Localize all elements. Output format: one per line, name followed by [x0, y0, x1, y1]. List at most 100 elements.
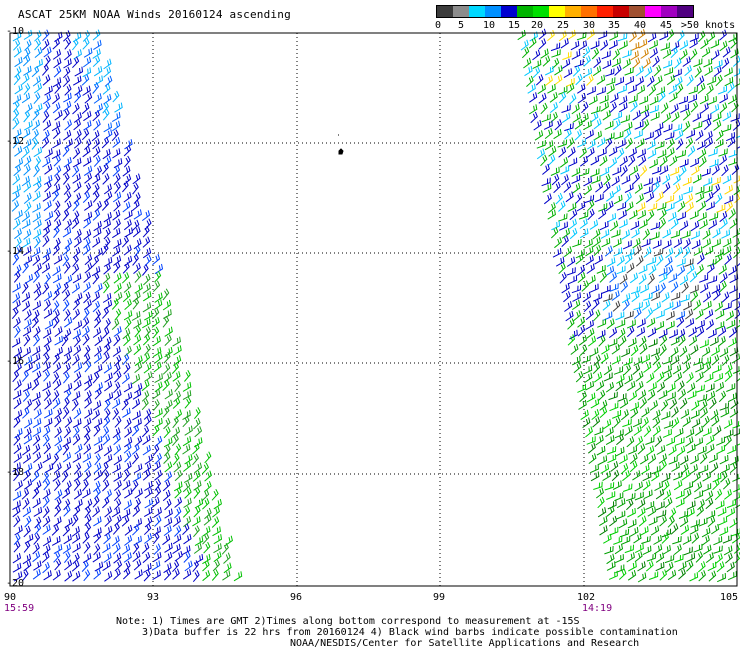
- wind-barb: [92, 506, 100, 518]
- wind-barb: [633, 244, 642, 256]
- wind-barb: [609, 157, 618, 169]
- wind-barb: [659, 165, 669, 175]
- wind-barb: [202, 498, 210, 510]
- wind-barb: [33, 480, 42, 492]
- wind-barb: [667, 211, 677, 222]
- wind-barb: [641, 110, 650, 121]
- wind-barb: [527, 83, 536, 94]
- wind-barb: [735, 319, 740, 329]
- wind-barb: [94, 453, 101, 466]
- wind-barb: [702, 291, 711, 303]
- wind-barb: [648, 338, 658, 348]
- wind-barb: [627, 84, 637, 94]
- wind-barb: [699, 274, 709, 283]
- wind-barb: [706, 390, 716, 402]
- wind-barb: [64, 49, 72, 61]
- wind-barb: [123, 560, 131, 573]
- wind-barb: [94, 387, 102, 400]
- wind-barb: [664, 301, 674, 311]
- wind-barb: [624, 374, 633, 385]
- wind-barb: [113, 282, 122, 294]
- wind-barb: [727, 445, 737, 455]
- wind-barb: [544, 66, 554, 76]
- wind-barb: [682, 246, 691, 259]
- wind-barb: [583, 184, 592, 196]
- wind-barb: [43, 291, 53, 302]
- wind-barb: [223, 552, 231, 564]
- wind-barb: [74, 228, 82, 241]
- time-right: 14:19: [582, 603, 613, 614]
- wind-barb: [609, 327, 618, 338]
- wind-barb: [662, 59, 673, 69]
- wind-barb: [538, 92, 547, 104]
- wind-barb: [611, 290, 620, 301]
- wind-barb: [143, 507, 153, 518]
- wind-barb: [644, 131, 654, 141]
- wind-barb: [43, 353, 50, 365]
- wind-barb: [213, 534, 223, 545]
- lat-label-10: -10: [6, 26, 25, 37]
- wind-barb: [64, 570, 73, 582]
- wind-barb: [635, 370, 644, 382]
- wind-barb: [113, 255, 122, 266]
- wind-barb: [574, 59, 584, 68]
- wind-barb: [32, 568, 41, 580]
- wind-barb: [141, 425, 150, 438]
- lat-label-14: -14: [6, 246, 25, 257]
- wind-barb: [676, 258, 686, 267]
- wind-barb: [173, 481, 183, 492]
- wind-barb: [113, 552, 122, 564]
- wind-barb: [93, 316, 102, 328]
- wind-barb: [62, 299, 70, 312]
- wind-barb: [599, 399, 608, 411]
- wind-barb: [602, 181, 611, 194]
- wind-barb: [84, 253, 93, 266]
- wind-barb: [715, 321, 725, 330]
- wind-barb: [663, 489, 672, 501]
- wind-barb: [696, 264, 704, 276]
- wind-barb: [93, 155, 101, 167]
- wind-barb: [103, 58, 112, 70]
- wind-barb: [672, 174, 681, 186]
- wind-barb: [174, 469, 183, 482]
- wind-barb: [53, 174, 61, 187]
- wind-barb: [52, 309, 60, 321]
- wind-barb: [94, 247, 103, 259]
- wind-barb: [635, 138, 645, 149]
- lon-label-102: 102: [577, 592, 596, 603]
- wind-barb: [22, 498, 30, 510]
- wind-barb: [84, 92, 93, 104]
- time-left: 15:59: [4, 603, 35, 614]
- wind-barb: [682, 120, 691, 132]
- island-marker: [338, 134, 344, 155]
- wind-barb: [632, 418, 642, 428]
- wind-barb: [595, 181, 604, 193]
- wind-barb: [663, 371, 672, 382]
- wind-barb: [172, 397, 181, 409]
- wind-barb: [63, 534, 72, 545]
- wind-barb: [705, 497, 714, 510]
- wind-barb: [682, 416, 691, 428]
- wind-barb: [600, 352, 609, 364]
- wind-barb: [23, 138, 32, 150]
- wind-barb: [659, 208, 667, 220]
- wind-barb: [32, 487, 40, 499]
- wind-barb: [650, 525, 660, 536]
- wind-barb: [686, 507, 695, 518]
- wind-barb: [593, 354, 601, 366]
- wind-barb: [558, 262, 566, 275]
- wind-barb: [640, 48, 649, 59]
- wind-barb: [619, 273, 628, 285]
- wind-barb: [132, 291, 141, 303]
- wind-barb: [713, 59, 723, 70]
- wind-barb: [727, 392, 737, 403]
- wind-barb: [670, 346, 679, 358]
- wind-barb: [153, 543, 161, 555]
- wind-barb: [581, 280, 589, 292]
- wind-barb: [652, 301, 661, 312]
- wind-barb: [723, 545, 733, 556]
- wind-barb: [13, 416, 21, 428]
- wind-barb: [62, 543, 71, 554]
- wind-barb: [698, 156, 707, 168]
- wind-barb: [731, 527, 740, 537]
